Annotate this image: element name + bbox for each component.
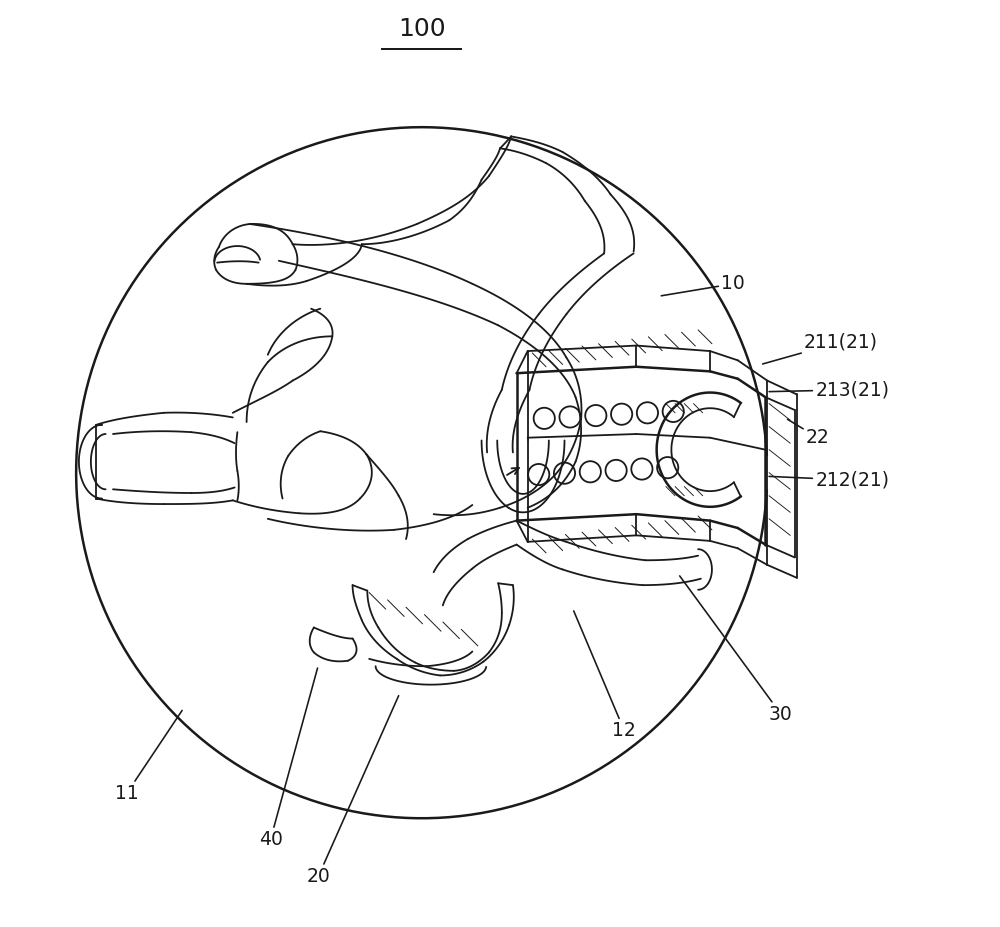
Text: 11: 11 bbox=[115, 710, 182, 803]
Text: 22: 22 bbox=[787, 419, 830, 447]
Text: 20: 20 bbox=[306, 695, 399, 886]
Text: 10: 10 bbox=[661, 274, 745, 296]
Text: 12: 12 bbox=[574, 611, 636, 741]
Text: 212(21): 212(21) bbox=[769, 471, 889, 489]
Text: 100: 100 bbox=[398, 18, 445, 42]
Text: 30: 30 bbox=[680, 576, 793, 724]
Text: 213(21): 213(21) bbox=[769, 380, 889, 400]
Text: 40: 40 bbox=[259, 668, 318, 849]
Text: 211(21): 211(21) bbox=[763, 333, 878, 364]
